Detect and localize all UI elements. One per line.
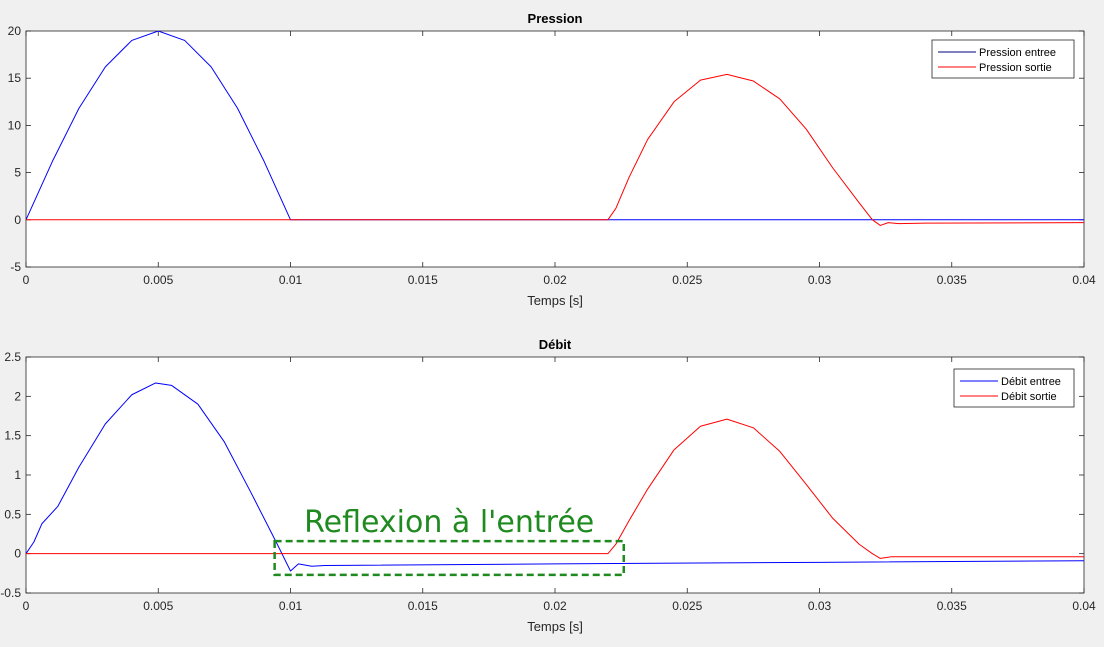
legend-box [953,368,1075,408]
legend-label-2: Débit sortie [1001,391,1057,403]
legend-box [931,39,1075,79]
y-tick-label: 2.5 [4,350,21,364]
x-tick-label: 0.02 [543,599,567,613]
y-tick-label: 1.5 [4,429,21,443]
legend-label-1: Débit entree [1001,376,1061,388]
x-tick-label: 0.005 [143,599,173,613]
subplot-2: 0 0.005 0.01 0.015 0.02 0.025 0.03 0.035 0.04 -0.… [0,337,1096,634]
x-tick-label: 0.03 [808,599,832,613]
subplot-1: 0 0.005 0.01 0.015 0.02 0.025 0.03 0.035 0.04-50… [8,11,1096,308]
legend-label-1: Pression entree [979,47,1056,59]
x-tick-label: 0.015 [408,599,438,613]
legend: Pression entree Pression sortie [931,39,1075,79]
y-tick-label: 2 [14,389,21,403]
y-tick-label: 5 [14,166,21,180]
x-tick-label: 0 [23,273,30,287]
y-tick-label: 20 [8,24,22,38]
y-tick-label: 0 [14,213,21,227]
y-tick-label: 10 [8,118,22,132]
y-tick-label: -5 [10,260,21,274]
legend-label-2: Pression sortie [979,62,1052,74]
x-tick-label: 0.04 [1072,273,1096,287]
legend: Débit entree Débit sortie [953,368,1075,408]
y-tick-label: -0.5 [0,586,21,600]
x-tick-label: 0.015 [408,273,438,287]
x-tick-label: 0.035 [937,599,967,613]
x-tick-label: 0.03 [808,273,832,287]
plot-area [25,30,1085,268]
series-line-1 [26,31,1084,221]
series-line-2 [26,418,1084,559]
x-tick-label: 0.04 [1072,599,1096,613]
y-tick-label: 0.5 [4,507,21,521]
series-line-1 [26,382,1084,572]
x-axis-label: Temps [s] [527,619,583,634]
plot-title: Débit [539,337,572,352]
x-axis-label: Temps [s] [527,293,583,308]
x-tick-label: 0.02 [543,273,567,287]
x-tick-label: 0.01 [279,599,303,613]
y-tick-label: 15 [8,71,22,85]
series-line-2 [26,73,1084,226]
x-tick-label: 0.01 [279,273,303,287]
plot-title: Pression [528,11,583,26]
x-tick-label: 0.025 [672,599,702,613]
y-tick-label: 1 [14,468,21,482]
y-tick-label: 0 [14,547,21,561]
annotation-text: Reflexion à l'entrée [304,505,594,540]
plot-area [25,356,1085,594]
annotation-box [273,539,626,577]
x-tick-label: 0 [23,599,30,613]
x-tick-label: 0.005 [143,273,173,287]
x-tick-label: 0.025 [672,273,702,287]
x-tick-label: 0.035 [937,273,967,287]
